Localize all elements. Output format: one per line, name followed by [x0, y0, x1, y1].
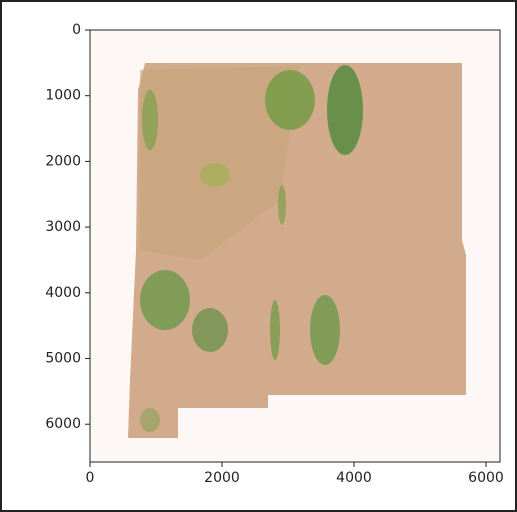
vegetation	[140, 270, 190, 330]
x-tick-label: 2000	[204, 470, 240, 486]
vegetation	[270, 300, 280, 360]
vegetation	[310, 295, 340, 365]
image	[90, 30, 500, 462]
vegetation	[142, 90, 158, 150]
y-tick-label: 3000	[45, 219, 81, 235]
x-tick-label: 0	[86, 470, 95, 486]
vegetation	[192, 308, 228, 352]
y-tick-label: 2000	[45, 153, 81, 169]
vegetation	[200, 163, 230, 187]
chart: 0 2000 4000 6000 0 1000 2000 3000 4000 5000 6000	[0, 0, 517, 512]
y-tick-label: 6000	[45, 416, 81, 432]
x-tick-label: 4000	[336, 470, 372, 486]
y-tick-label: 4000	[45, 285, 81, 301]
x-tick-label: 6000	[468, 470, 504, 486]
vegetation	[278, 185, 286, 225]
y-tick-label: 1000	[45, 88, 81, 104]
y-tick-label: 0	[72, 22, 81, 38]
vegetation	[265, 70, 315, 130]
y-tick-label: 5000	[45, 351, 81, 367]
vegetation	[140, 408, 160, 432]
vegetation	[327, 65, 363, 155]
